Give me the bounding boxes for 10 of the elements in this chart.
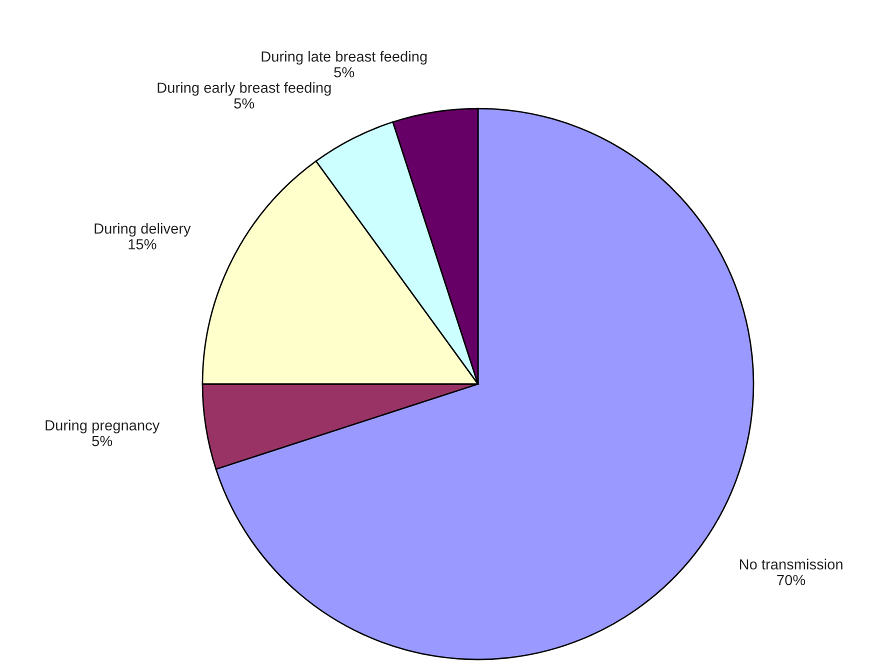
data-label: 5% <box>234 98 254 109</box>
slice-label: During delivery <box>94 223 191 237</box>
data-label: 5% <box>92 436 112 446</box>
data-label: 5% <box>334 67 354 78</box>
data-label: 15% <box>128 239 156 250</box>
slice-label: No transmission <box>740 558 842 570</box>
slice-label: During late breast feeding <box>262 50 427 65</box>
slice-label: During early breast feeding <box>158 82 331 96</box>
data-label: 70% <box>777 574 806 586</box>
slice-label: During pregnancy <box>46 420 160 434</box>
